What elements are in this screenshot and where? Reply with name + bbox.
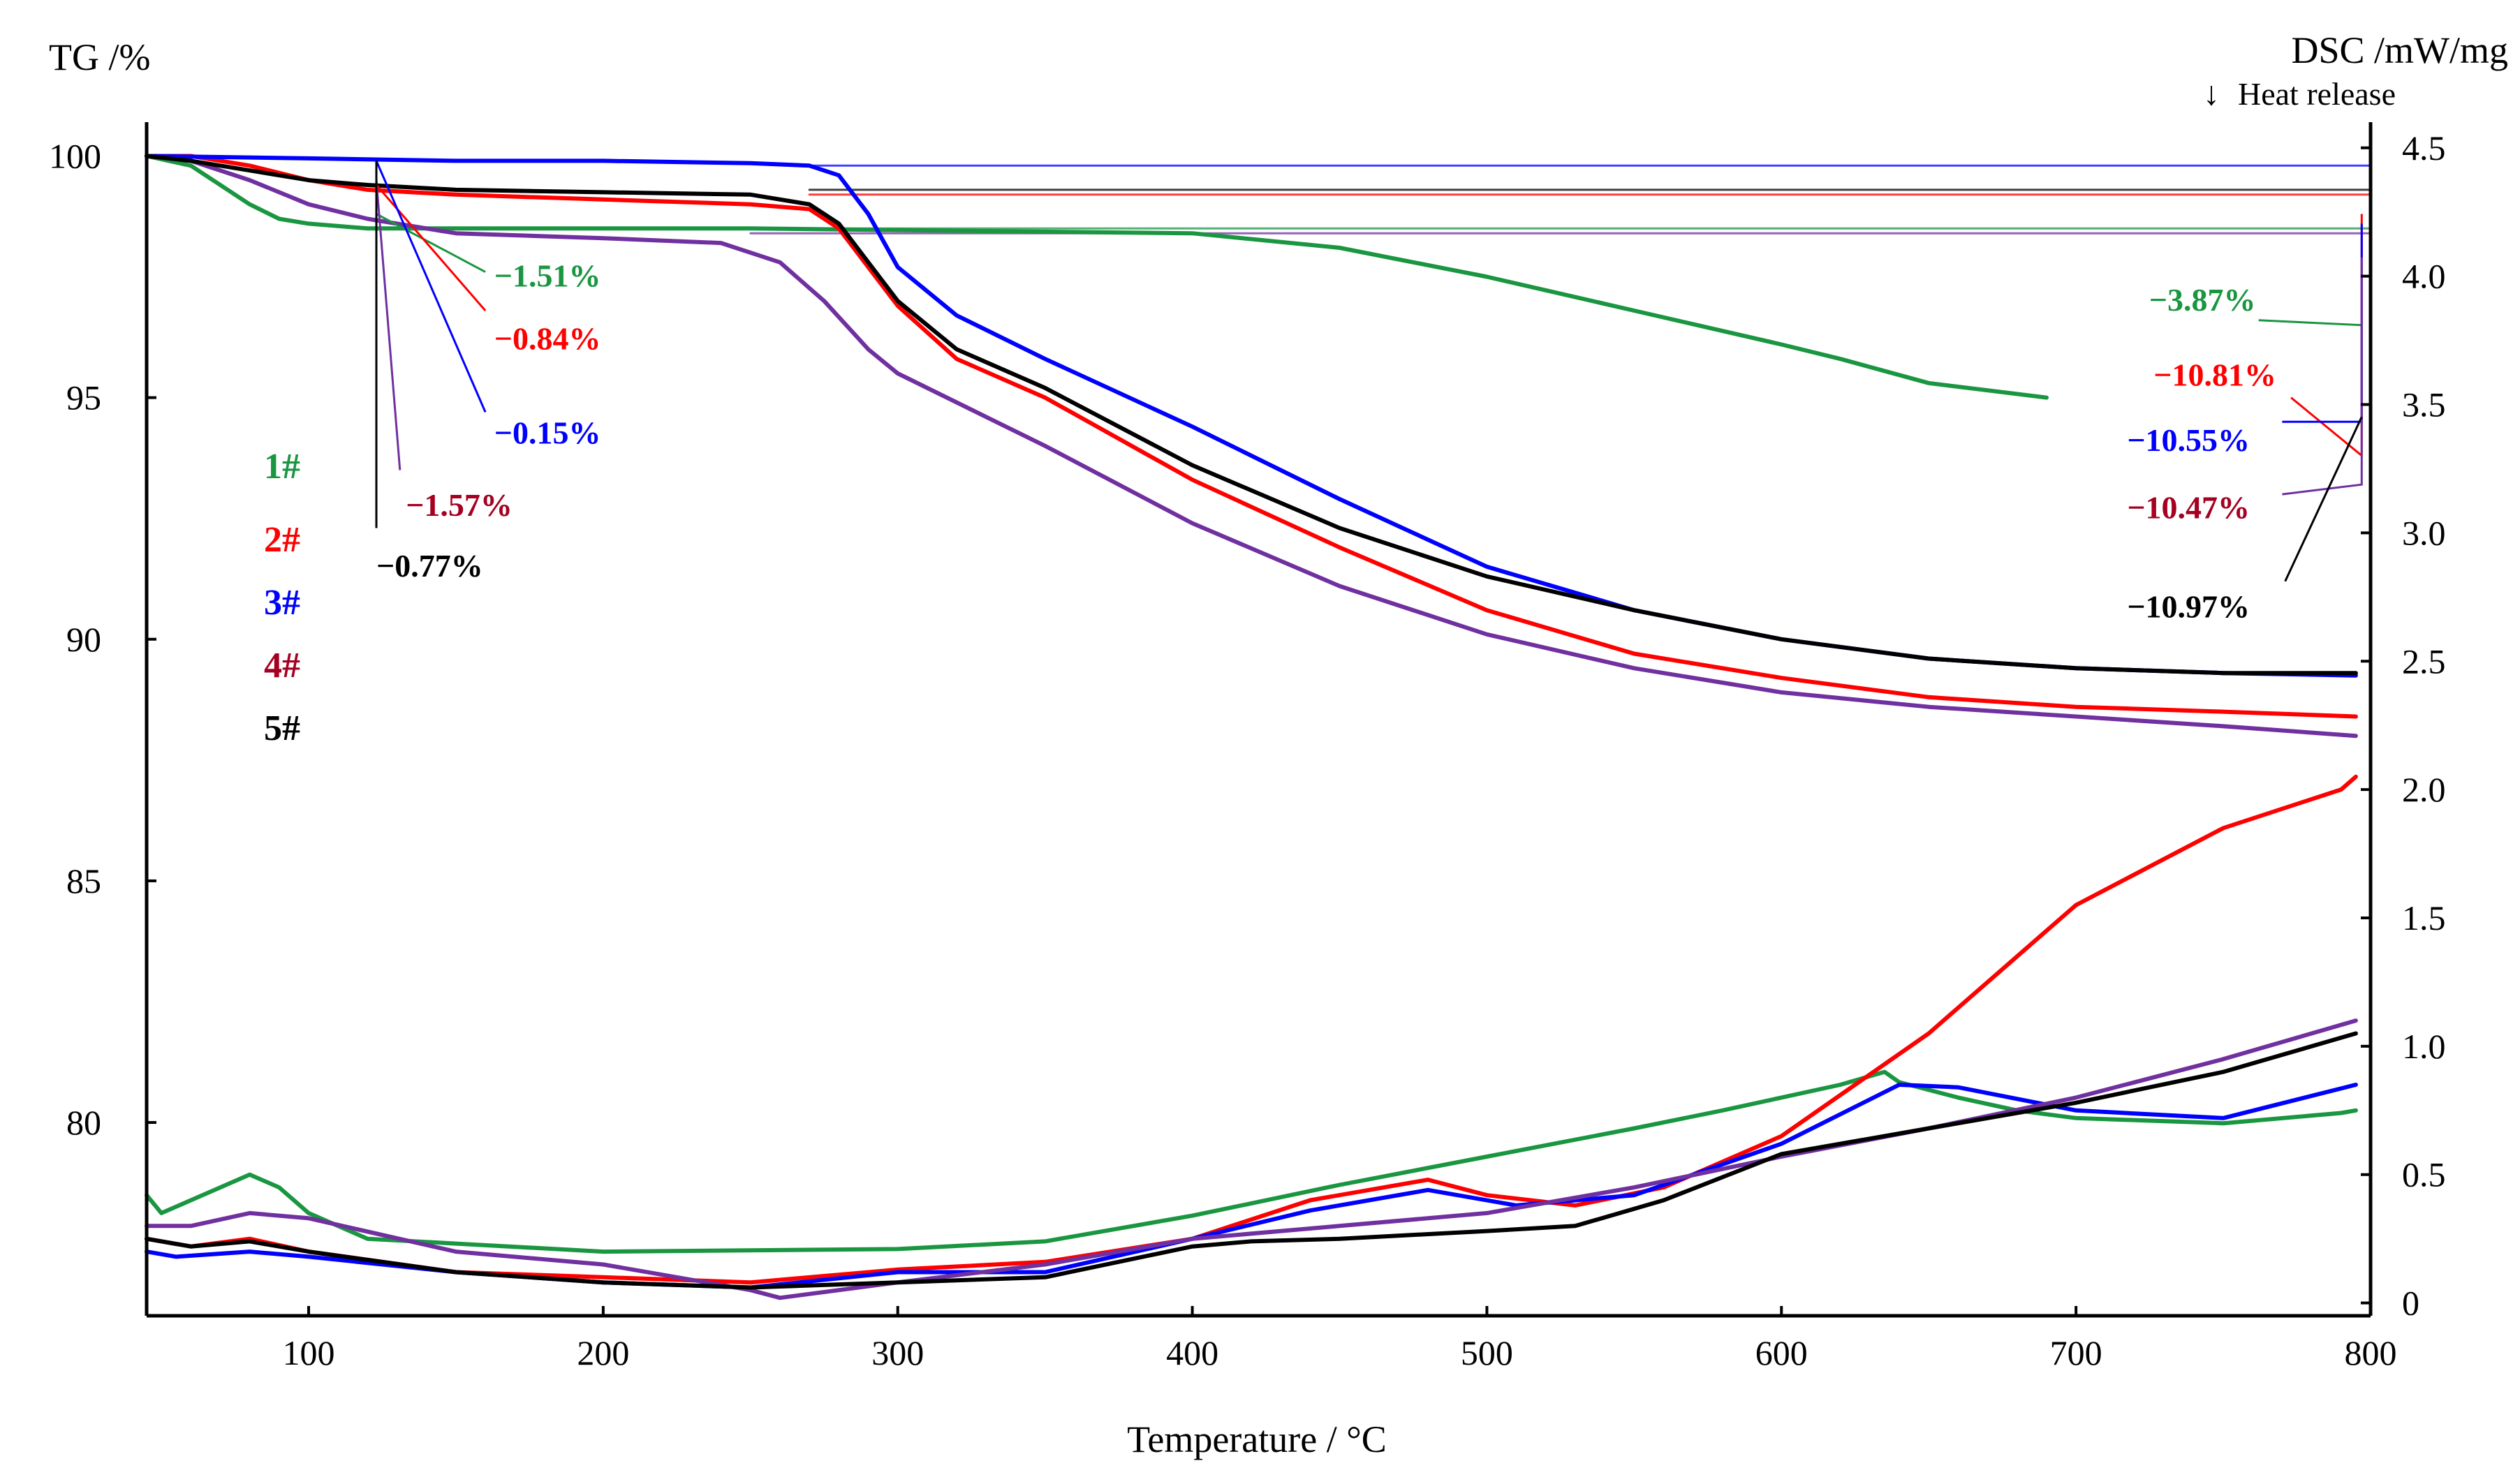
- y-left-tick-label: 90: [66, 620, 101, 659]
- axis-ticks: 100 200 300 400 500 600 700 800 80 85 90 95 100 0 0.5 1…: [49, 128, 2446, 1372]
- series-line-1-tg: [145, 154, 2049, 400]
- left-axis-title: TG /%: [49, 36, 150, 78]
- x-tick-label: 100: [283, 1333, 335, 1372]
- legend-5: 5#: [264, 708, 300, 748]
- x-tick-label: 600: [1755, 1333, 1808, 1372]
- annotation: −10.81%: [2153, 357, 2276, 392]
- y-right-tick-label: 1.0: [2402, 1027, 2446, 1066]
- series-line-3-dsc: [145, 1083, 2358, 1290]
- x-tick-label: 500: [1461, 1333, 1513, 1372]
- annotation: −1.51%: [494, 258, 601, 293]
- y-right-tick-label: 2.5: [2402, 641, 2446, 681]
- annotation: −10.47%: [2127, 490, 2250, 526]
- y-right-tick-label: 3.0: [2402, 513, 2446, 552]
- series-line-1-dsc: [145, 1069, 2358, 1254]
- x-axis-title: Temperature / °C: [1127, 1418, 1387, 1460]
- right-axis-title: DSC /mW/mg: [2291, 29, 2508, 71]
- y-right-tick-label: 1.5: [2402, 898, 2446, 937]
- annotation-leader-lines: [375, 160, 2363, 582]
- series-line-4-tg: [145, 154, 2358, 739]
- y-right-tick-label: 4.0: [2402, 257, 2446, 296]
- leader-line: [376, 213, 486, 273]
- y-left-tick-label: 80: [66, 1103, 101, 1142]
- legend-3: 3#: [264, 583, 300, 623]
- annotation: −1.57%: [406, 487, 513, 523]
- y-right-tick-label: 0.5: [2402, 1155, 2446, 1194]
- heat-release-arrow-icon: ↓: [2203, 75, 2220, 112]
- baseline-lines: [749, 164, 2372, 235]
- x-tick-label: 800: [2345, 1333, 2397, 1372]
- leader-line: [2284, 416, 2363, 582]
- y-left-tick-label: 100: [49, 136, 101, 175]
- leader-line: [375, 160, 487, 413]
- mass-loss-annotations: −1.51% −0.84% −0.15% −1.57% −0.77% −3.87…: [376, 258, 2276, 624]
- legend-2: 2#: [264, 520, 300, 560]
- annotation: −3.87%: [2149, 282, 2256, 318]
- y-right-tick-label: 0: [2402, 1284, 2419, 1323]
- series-line-2-tg: [145, 154, 2358, 719]
- legend-4: 4#: [264, 646, 300, 685]
- data-series: [145, 154, 2358, 1300]
- y-left-tick-label: 95: [66, 378, 101, 417]
- leader-line: [375, 179, 401, 470]
- annotation: −10.97%: [2127, 589, 2250, 625]
- y-right-tick-label: 4.5: [2402, 128, 2446, 168]
- annotation: −0.77%: [376, 548, 483, 584]
- annotation: −0.84%: [494, 320, 601, 356]
- x-tick-label: 200: [577, 1333, 629, 1372]
- x-tick-label: 300: [871, 1333, 924, 1372]
- series-line-5-tg: [145, 154, 2358, 676]
- annotation: −0.15%: [494, 415, 601, 450]
- legend-1: 1#: [264, 447, 300, 487]
- annotation: −10.55%: [2127, 422, 2250, 458]
- leader-line: [2282, 257, 2363, 496]
- leader-line: [375, 184, 487, 311]
- y-left-tick-label: 85: [66, 861, 101, 900]
- series-line-5-dsc: [145, 1031, 2358, 1290]
- x-tick-label: 700: [2050, 1333, 2102, 1372]
- y-right-tick-label: 3.5: [2402, 385, 2446, 424]
- y-right-tick-label: 2.0: [2402, 770, 2446, 809]
- heat-release-label: Heat release: [2238, 76, 2396, 112]
- x-tick-label: 400: [1166, 1333, 1218, 1372]
